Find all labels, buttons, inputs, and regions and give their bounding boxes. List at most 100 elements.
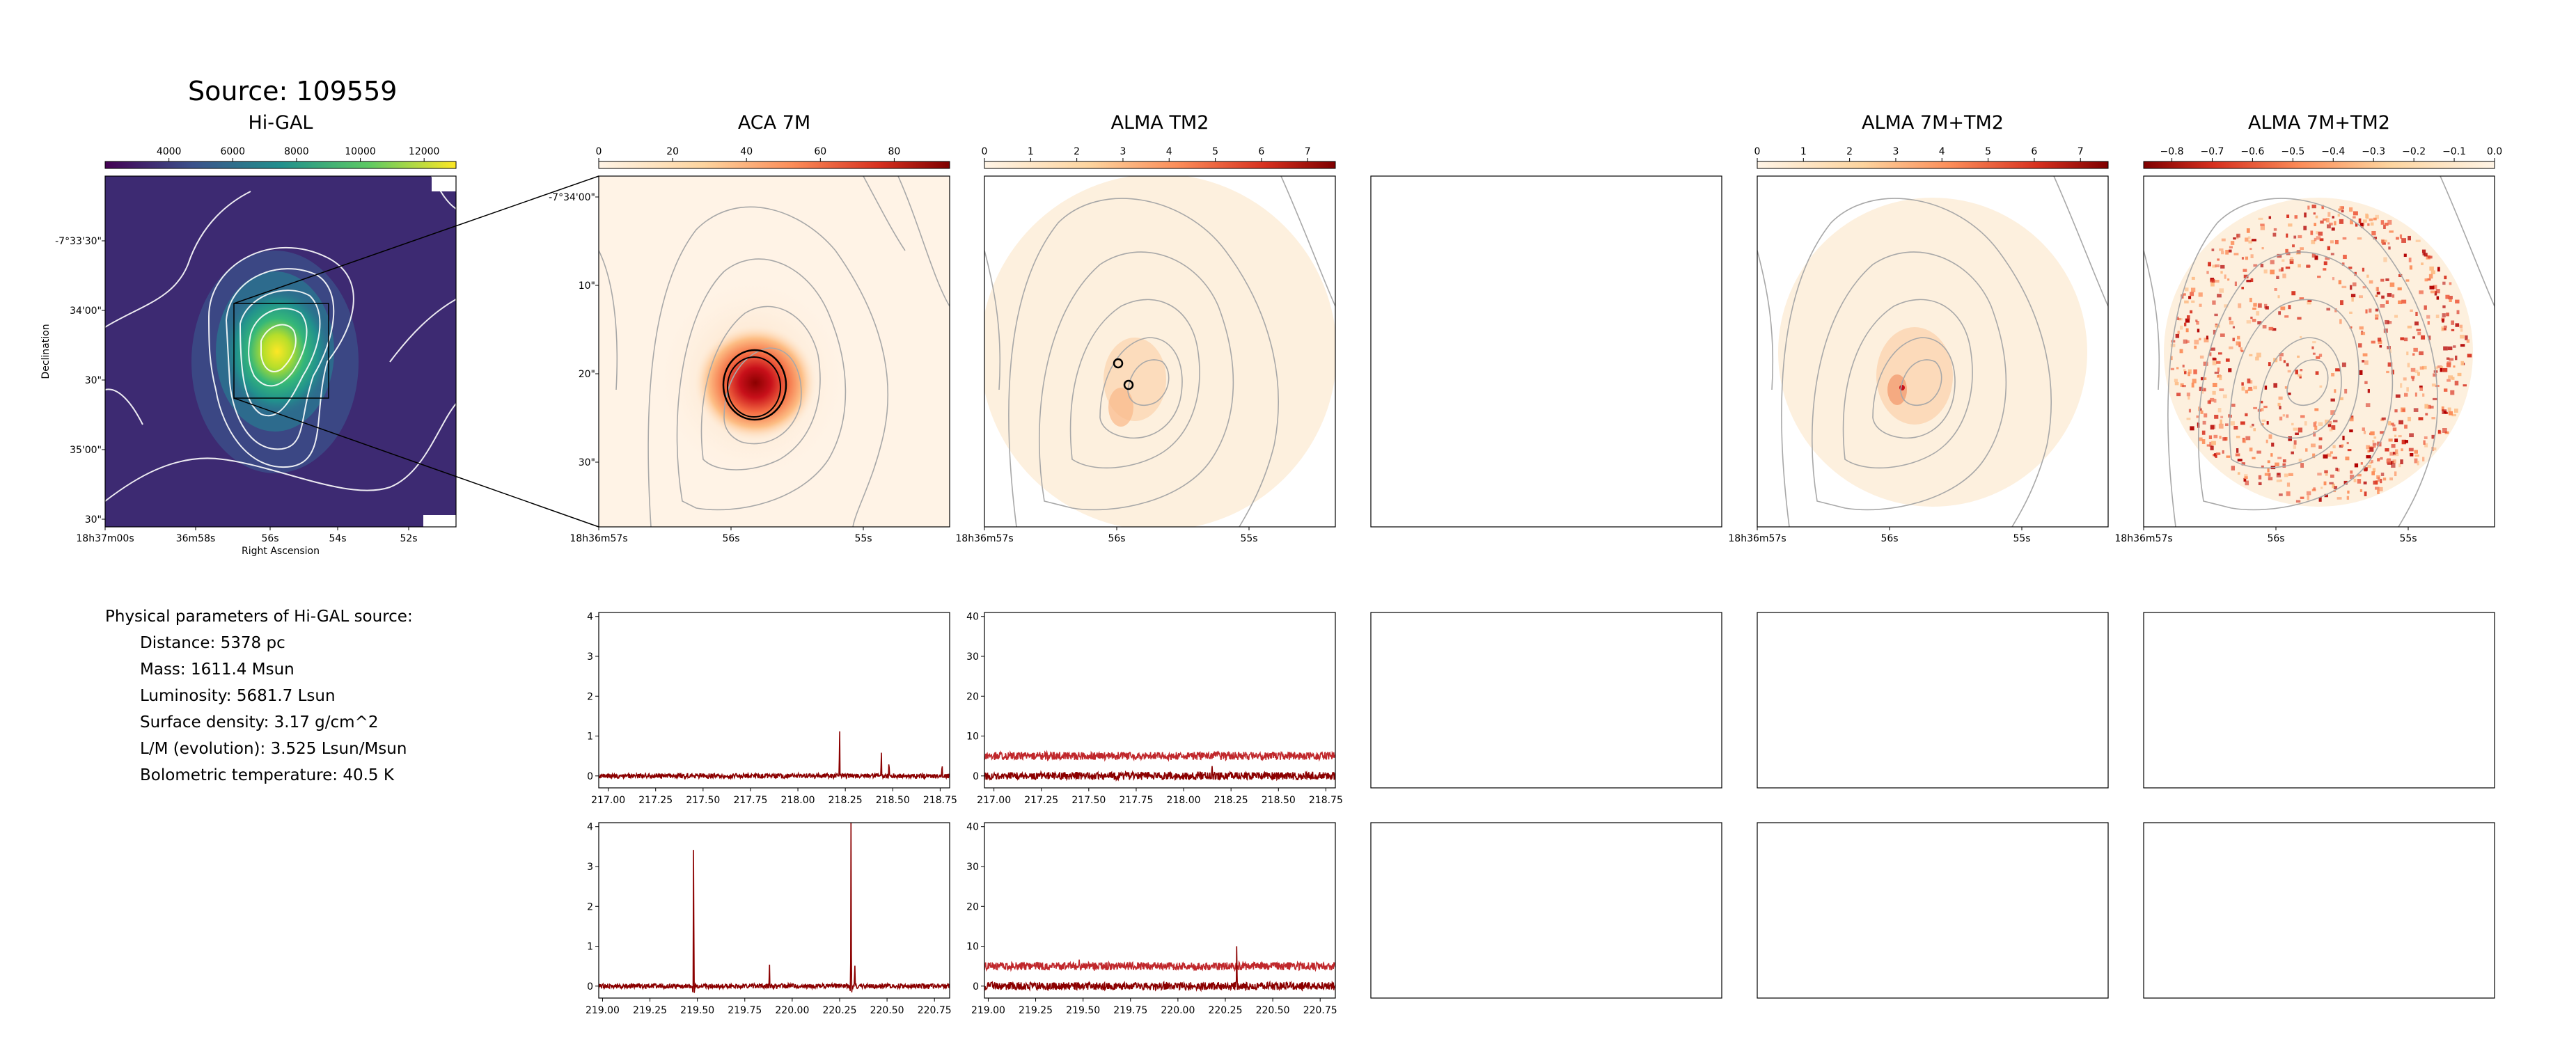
residual-speckle — [2417, 372, 2420, 375]
residual-speckle — [2216, 361, 2221, 364]
x-tick-label: 56s — [1880, 533, 1898, 544]
y-tick-label: -7°33'30" — [55, 236, 102, 247]
residual-speckle — [2434, 291, 2437, 296]
residual-speckle — [2346, 496, 2350, 500]
residual-speckle — [2276, 473, 2282, 477]
residual-speckle — [2197, 329, 2200, 333]
residual-speckle — [2407, 325, 2412, 329]
residual-speckle — [2246, 279, 2252, 283]
higal-ylabel: Declination — [40, 324, 52, 379]
colorbar-tick-label: 8000 — [284, 146, 309, 157]
colorbar-tick-label: 4 — [1939, 146, 1945, 157]
residual-speckle — [2295, 432, 2299, 436]
residual-speckle — [2252, 319, 2256, 322]
residual-speckle — [2238, 303, 2242, 308]
residual-speckle — [2342, 237, 2347, 240]
residual-speckle — [2253, 428, 2256, 432]
residual-speckle — [2339, 206, 2343, 211]
residual-speckle — [2272, 328, 2277, 331]
residual-speckle — [2398, 300, 2403, 305]
residual-speckle — [2226, 455, 2231, 458]
residual-speckle — [2341, 444, 2344, 447]
residual-map — [2144, 176, 2495, 527]
residual-speckle — [2214, 414, 2219, 419]
residual-speckle — [2213, 329, 2216, 335]
residual-speckle — [2380, 278, 2385, 282]
residual-speckle — [2209, 352, 2212, 356]
residual-speckle — [2245, 256, 2249, 260]
residual-speckle — [2312, 453, 2316, 459]
residual-speckle — [2324, 470, 2328, 474]
residual-speckle — [2348, 267, 2353, 269]
y-tick-label: 10 — [966, 942, 979, 953]
residual-speckle — [2422, 253, 2425, 255]
higal-emission-peak — [221, 285, 333, 418]
residual-speckle — [2186, 340, 2190, 343]
residual-speckle — [2210, 397, 2215, 402]
residual-speckle — [2401, 238, 2407, 243]
residual-speckle — [2188, 296, 2192, 299]
residual-speckle — [2207, 400, 2211, 404]
residual-speckle — [2184, 322, 2187, 326]
residual-speckle — [2358, 218, 2362, 223]
residual-speckle — [2410, 452, 2414, 457]
residual-speckle — [2305, 448, 2308, 452]
residual-speckle — [2312, 352, 2316, 355]
residual-speckle — [2437, 267, 2440, 272]
param-lm-evolution: L/M (evolution): 3.525 Lsun/Msun — [140, 740, 407, 758]
tm2-colorbar: 0 1 2 3 4 5 6 7 — [982, 146, 1336, 169]
residual-speckle — [2243, 269, 2247, 272]
residual-speckle — [2224, 274, 2226, 279]
residual-speckle — [2410, 367, 2416, 372]
residual-speckle — [2191, 382, 2194, 388]
combined-colorbar: 0 1 2 3 4 5 6 7 — [1754, 146, 2109, 169]
higal-ticks: 18h37m00s 36m58s 56s 54s 52s -7°33'30" 34'00" 3… — [55, 236, 417, 544]
residual-speckle — [2350, 294, 2356, 298]
residual-speckle — [2421, 262, 2424, 266]
residual-speckle — [2402, 409, 2405, 412]
residual-speckle — [2186, 418, 2191, 420]
residual-speckle — [2188, 372, 2190, 377]
residual-speckle — [2451, 377, 2455, 380]
residual-speckle — [2324, 493, 2328, 498]
residual-speckle — [2291, 451, 2294, 454]
residual-speckle — [2261, 423, 2264, 426]
residual-speckle — [2401, 448, 2403, 452]
residual-speckle — [2277, 253, 2282, 258]
residual-speckle — [2364, 381, 2368, 384]
residual-speckle — [2332, 277, 2335, 280]
residual-speckle — [2370, 222, 2374, 226]
residual-speckle — [2380, 478, 2382, 484]
colorbar-tick-label: 0 — [1754, 146, 1761, 157]
residual-speckle — [2415, 239, 2421, 242]
residual-speckle — [2244, 476, 2248, 480]
residual-speckle — [2228, 368, 2232, 372]
residual-speckle — [2222, 394, 2227, 399]
residual-speckle — [2403, 338, 2408, 342]
residual-speckle — [2249, 354, 2253, 356]
tm2-source-marker-1 — [1113, 358, 1124, 369]
residual-speckle — [2310, 230, 2314, 235]
residual-speckle — [2258, 475, 2262, 480]
residual-speckle — [2401, 439, 2406, 445]
residual-speckle — [2291, 422, 2294, 426]
residual-speckle — [2427, 404, 2431, 409]
residual-speckle — [2247, 236, 2251, 239]
residual-speckle — [2271, 442, 2275, 447]
residual-speckle — [2349, 417, 2354, 422]
residual-speckle — [2265, 439, 2268, 443]
residual-speckle — [2329, 482, 2334, 485]
residual-speckle — [2375, 487, 2380, 490]
residual-speckle — [2261, 247, 2264, 250]
residual-speckle — [2433, 285, 2437, 289]
residual-speckle — [2170, 367, 2174, 371]
aca7m-emission-peak — [693, 324, 818, 442]
residual-speckle — [2328, 222, 2333, 226]
residual-speckle — [2437, 429, 2441, 434]
residual-speckle — [2243, 477, 2247, 482]
residual-speckle — [2358, 343, 2362, 348]
tm2-colorbar-strip — [984, 161, 1336, 169]
x-tick-label: 56s — [261, 533, 278, 544]
colorbar-tick-label: 7 — [2078, 146, 2084, 157]
residual-speckle — [2414, 454, 2419, 457]
